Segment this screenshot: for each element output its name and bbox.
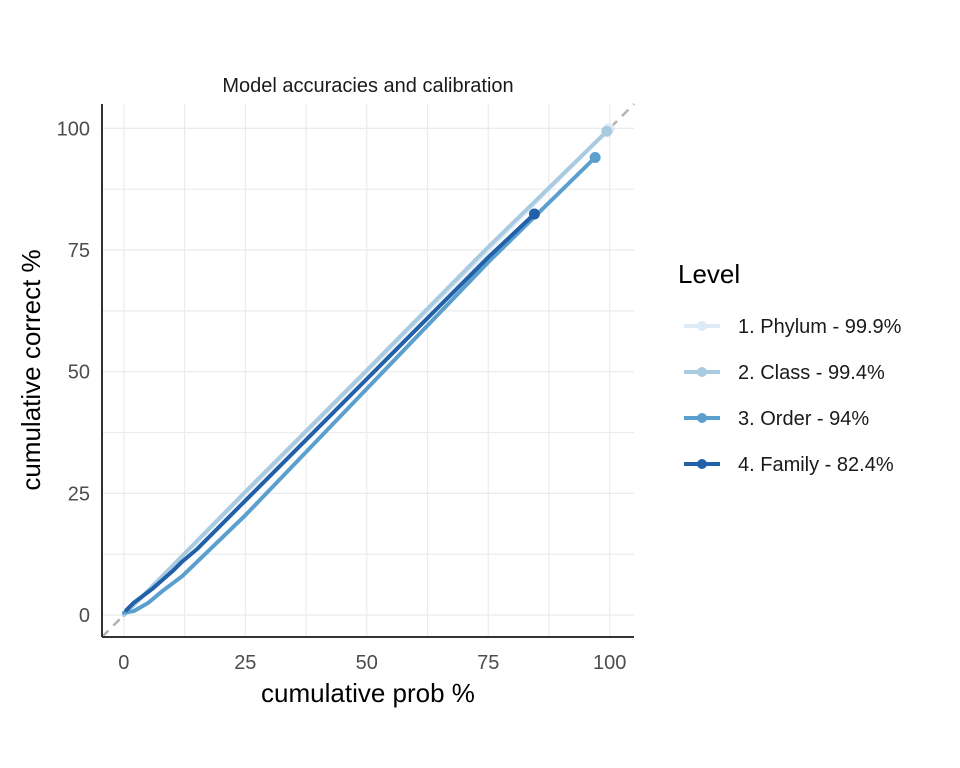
x-tick-label: 50 — [356, 652, 378, 674]
y-tick-label: 0 — [79, 605, 90, 627]
legend-swatch-point — [697, 321, 707, 331]
y-tick-label: 25 — [68, 483, 90, 505]
chart-title: Model accuracies and calibration — [222, 75, 513, 97]
x-tick-label: 100 — [593, 652, 626, 674]
series-end-point-3 — [589, 152, 601, 164]
legend-item-4: 4. Family - 82.4% — [684, 454, 894, 476]
y-tick-label: 50 — [68, 362, 90, 384]
legend-label: 2. Class - 99.4% — [738, 362, 885, 384]
legend-swatch-point — [697, 413, 707, 423]
legend-title: Level — [678, 259, 740, 289]
series-line-3 — [121, 155, 598, 615]
series-layer — [121, 123, 615, 618]
tick-labels: 0 25 50 75 100 0 25 50 75 100 — [57, 118, 627, 674]
x-tick-label: 25 — [234, 652, 256, 674]
x-tick-label: 75 — [477, 652, 499, 674]
x-axis-title: cumulative prob % — [261, 678, 475, 708]
series-end-point-2 — [601, 125, 613, 137]
legend: 1. Phylum - 99.9% 2. Class - 99.4% 3. Orde… — [684, 316, 902, 476]
legend-swatch-point — [697, 459, 707, 469]
series-line-2 — [121, 129, 609, 618]
legend-label: 3. Order - 94% — [738, 408, 869, 430]
y-axis-title: cumulative correct % — [16, 249, 46, 490]
legend-item-3: 3. Order - 94% — [684, 408, 869, 430]
legend-item-1: 1. Phylum - 99.9% — [684, 316, 902, 338]
legend-swatch-point — [697, 367, 707, 377]
series-line-4 — [124, 212, 537, 613]
y-tick-label: 75 — [68, 240, 90, 262]
y-tick-label: 100 — [57, 118, 90, 140]
legend-label: 1. Phylum - 99.9% — [738, 316, 902, 338]
x-tick-label: 0 — [118, 652, 129, 674]
series-end-point-4 — [528, 208, 540, 220]
legend-label: 4. Family - 82.4% — [738, 454, 894, 476]
legend-item-2: 2. Class - 99.4% — [684, 362, 885, 384]
